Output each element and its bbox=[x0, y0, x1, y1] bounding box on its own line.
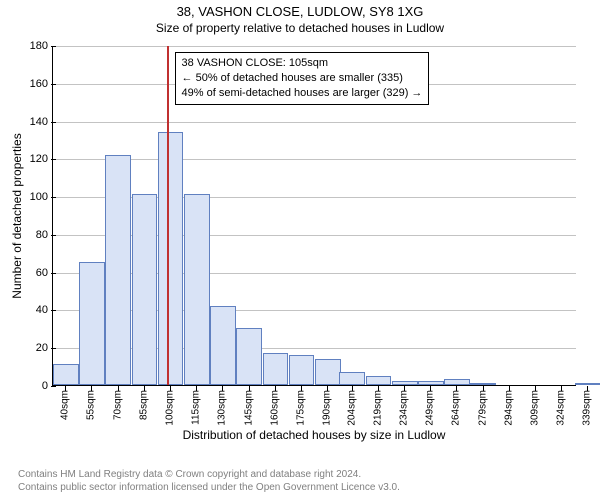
histogram-bar bbox=[418, 381, 444, 385]
histogram-bar bbox=[289, 355, 315, 385]
x-tick-label: 115sqm bbox=[191, 390, 202, 425]
gridline bbox=[53, 122, 576, 123]
y-tick-label: 80 bbox=[8, 229, 48, 241]
y-tick-label: 20 bbox=[8, 342, 48, 354]
x-tick-label: 219sqm bbox=[372, 390, 383, 426]
plot-region: 38 VASHON CLOSE: 105sqm← 50% of detached… bbox=[52, 46, 576, 386]
x-tick-label: 40sqm bbox=[60, 390, 71, 420]
histogram-bar bbox=[263, 353, 289, 385]
x-tick-label: 70sqm bbox=[112, 390, 123, 420]
footer-attribution: Contains HM Land Registry data © Crown c… bbox=[18, 468, 400, 494]
x-tick-label: 190sqm bbox=[322, 390, 333, 426]
footer-line2: Contains public sector information licen… bbox=[18, 481, 400, 494]
annotation-box: 38 VASHON CLOSE: 105sqm← 50% of detached… bbox=[175, 52, 430, 105]
histogram-bar bbox=[315, 359, 341, 385]
histogram-bar bbox=[575, 383, 600, 385]
histogram-bar bbox=[53, 364, 79, 385]
x-tick-label: 85sqm bbox=[138, 390, 149, 420]
footer-line1: Contains HM Land Registry data © Crown c… bbox=[18, 468, 400, 481]
y-tick-label: 160 bbox=[8, 78, 48, 90]
x-tick-label: 294sqm bbox=[503, 390, 514, 426]
histogram-bar bbox=[470, 383, 496, 385]
chart-area: Number of detached properties 38 VASHON … bbox=[0, 42, 600, 440]
x-tick-label: 175sqm bbox=[295, 390, 306, 426]
x-tick-label: 324sqm bbox=[556, 390, 567, 426]
page-subtitle: Size of property relative to detached ho… bbox=[0, 19, 600, 41]
x-tick-label: 160sqm bbox=[269, 390, 280, 426]
annotation-line: 49% of semi-detached houses are larger (… bbox=[182, 86, 423, 101]
histogram-bar bbox=[444, 379, 470, 385]
gridline bbox=[53, 46, 576, 47]
histogram-bar bbox=[184, 194, 210, 385]
histogram-bar bbox=[158, 132, 184, 385]
x-tick-label: 339sqm bbox=[582, 390, 593, 426]
histogram-bar bbox=[79, 262, 105, 385]
y-tick-label: 60 bbox=[8, 267, 48, 279]
annotation-line: 38 VASHON CLOSE: 105sqm bbox=[182, 56, 423, 71]
histogram-bar bbox=[366, 376, 392, 385]
x-tick-label: 249sqm bbox=[425, 390, 436, 426]
x-tick-label: 55sqm bbox=[86, 390, 97, 420]
x-tick-label: 279sqm bbox=[477, 390, 488, 426]
gridline bbox=[53, 159, 576, 160]
histogram-bar bbox=[132, 194, 158, 385]
annotation-line: ← 50% of detached houses are smaller (33… bbox=[182, 71, 423, 86]
histogram-bar bbox=[210, 306, 236, 385]
x-tick-label: 234sqm bbox=[398, 390, 409, 426]
x-tick-label: 309sqm bbox=[529, 390, 540, 426]
page-title: 38, VASHON CLOSE, LUDLOW, SY8 1XG bbox=[0, 0, 600, 19]
reference-line bbox=[167, 46, 169, 385]
x-tick-label: 130sqm bbox=[217, 390, 228, 426]
histogram-bar bbox=[236, 328, 262, 385]
histogram-bar bbox=[105, 155, 131, 385]
y-tick-label: 140 bbox=[8, 116, 48, 128]
x-tick-label: 264sqm bbox=[451, 390, 462, 426]
x-axis-label: Distribution of detached houses by size … bbox=[52, 428, 576, 442]
x-tick-label: 145sqm bbox=[243, 390, 254, 426]
y-tick-label: 120 bbox=[8, 153, 48, 165]
y-tick-label: 40 bbox=[8, 304, 48, 316]
y-tick-label: 100 bbox=[8, 191, 48, 203]
histogram-bar bbox=[392, 381, 418, 385]
x-tick-label: 204sqm bbox=[346, 390, 357, 426]
histogram-bar bbox=[339, 372, 365, 385]
y-tick-label: 0 bbox=[8, 380, 48, 392]
y-tick-label: 180 bbox=[8, 40, 48, 52]
x-tick-label: 100sqm bbox=[164, 390, 175, 426]
